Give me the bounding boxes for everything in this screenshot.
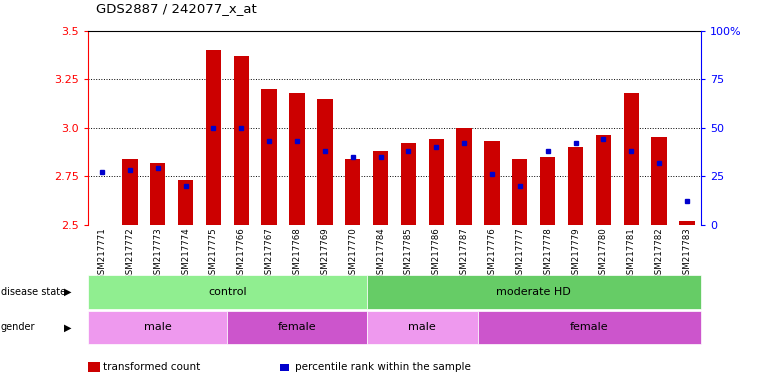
Bar — [234, 56, 249, 225]
Text: transformed count: transformed count — [103, 362, 201, 372]
Bar — [624, 93, 639, 225]
Bar — [373, 151, 388, 225]
Text: percentile rank within the sample: percentile rank within the sample — [295, 362, 471, 372]
Text: control: control — [208, 287, 247, 297]
Bar — [317, 99, 332, 225]
Bar — [206, 50, 221, 225]
Bar — [150, 162, 165, 225]
Text: male: male — [144, 322, 172, 333]
Text: ▶: ▶ — [64, 287, 71, 297]
Bar — [596, 136, 611, 225]
Bar — [429, 139, 444, 225]
Text: GDS2887 / 242077_x_at: GDS2887 / 242077_x_at — [96, 2, 257, 15]
Text: disease state: disease state — [1, 287, 66, 297]
Bar — [512, 159, 528, 225]
Bar — [345, 159, 360, 225]
Bar — [540, 157, 555, 225]
Text: gender: gender — [1, 322, 35, 333]
Bar — [651, 137, 666, 225]
Bar — [707, 134, 722, 225]
Text: male: male — [408, 322, 436, 333]
Bar — [290, 93, 305, 225]
Bar — [261, 89, 277, 225]
Bar — [401, 143, 416, 225]
Bar — [178, 180, 193, 225]
Bar — [484, 141, 499, 225]
Bar — [679, 221, 695, 225]
Bar — [123, 159, 138, 225]
Text: female: female — [278, 322, 316, 333]
Bar — [568, 147, 583, 225]
Text: ▶: ▶ — [64, 322, 71, 333]
Bar — [457, 127, 472, 225]
Text: moderate HD: moderate HD — [496, 287, 571, 297]
Text: female: female — [570, 322, 609, 333]
